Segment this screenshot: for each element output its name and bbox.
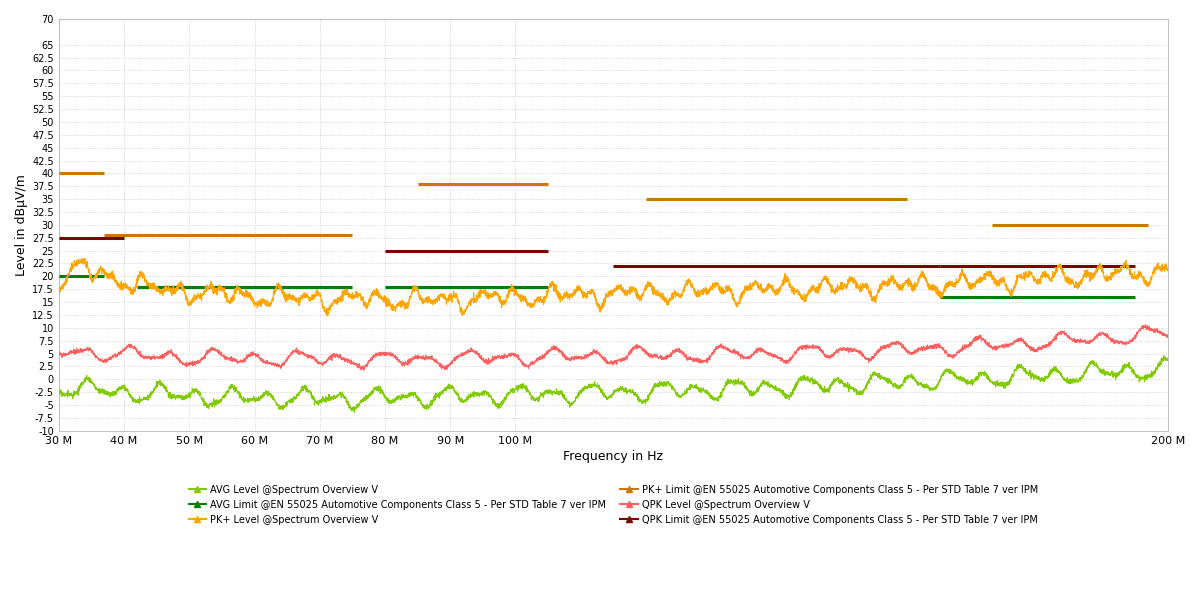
Y-axis label: Level in dBμV/m: Level in dBμV/m — [14, 174, 28, 276]
X-axis label: Frequency in Hz: Frequency in Hz — [563, 450, 664, 463]
Legend: AVG Level @Spectrum Overview V, AVG Limit @EN 55025 Automotive Components Class : AVG Level @Spectrum Overview V, AVG Limi… — [185, 481, 1042, 529]
